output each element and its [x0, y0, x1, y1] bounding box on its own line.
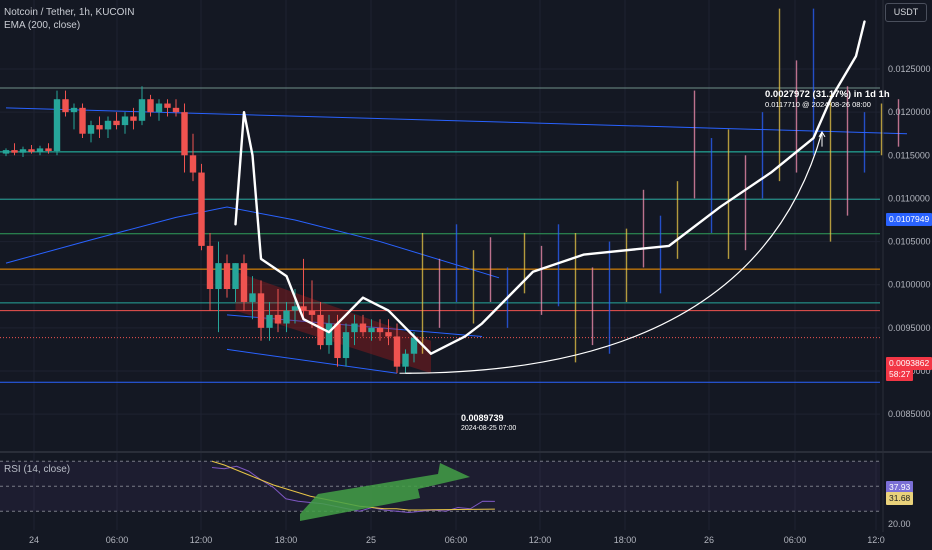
candle-body — [334, 323, 341, 359]
candle-body — [393, 336, 401, 367]
candle-body — [232, 263, 239, 290]
candle-body — [325, 323, 333, 346]
time-tick-label: 06:00 — [106, 535, 129, 545]
time-tick-label: 06:00 — [445, 535, 468, 545]
bullish-arrow — [300, 463, 470, 521]
candle-body — [257, 293, 265, 328]
price-tick-label: 0.0125000 — [888, 64, 931, 74]
candle-body — [11, 150, 18, 153]
candle-body — [410, 337, 418, 354]
candle-body — [147, 99, 154, 113]
price-tick-label: 0.0105000 — [888, 237, 931, 247]
candle-body — [181, 112, 188, 156]
candle-body — [62, 99, 69, 113]
candle-body — [291, 306, 299, 311]
candle-body — [155, 103, 163, 113]
time-tick-label: 12:00 — [190, 535, 213, 545]
candle-body — [130, 116, 137, 121]
rsi-ma-tag: 31.68 — [886, 492, 914, 505]
candle-body — [121, 116, 129, 126]
candle-body — [402, 353, 409, 367]
candle-body — [283, 310, 290, 324]
trendline — [226, 348, 398, 374]
projection-path — [234, 20, 866, 355]
candle-body — [342, 332, 350, 359]
price-tick-label: 0.0085000 — [888, 409, 931, 419]
ema-200-line — [5, 206, 500, 279]
falling-channel-zone — [235, 271, 431, 374]
candle-body — [36, 148, 44, 152]
time-tick-label: 18:00 — [614, 535, 637, 545]
time-tick-label: 18:00 — [275, 535, 298, 545]
time-tick-label: 24 — [29, 535, 39, 545]
candle-body — [317, 314, 324, 346]
projection-drawings — [234, 20, 866, 374]
projection-arc — [405, 131, 823, 374]
candle-body — [249, 293, 256, 302]
candle-body — [164, 103, 171, 108]
candle-body — [223, 263, 231, 290]
last-price-tag: 0.0093862 — [886, 357, 932, 370]
rsi-pane — [0, 460, 880, 521]
candle-body — [70, 107, 78, 113]
rsi-tick-label: 20.00 — [888, 519, 911, 529]
candle-body — [359, 323, 367, 333]
candle-body — [215, 263, 222, 290]
candle-body — [376, 327, 384, 333]
candle-body — [198, 172, 205, 246]
bar-countdown-tag: 58:27 — [886, 368, 914, 381]
price-tick-label: 0.0110000 — [888, 193, 930, 203]
candle-body — [274, 314, 282, 324]
candle-body — [28, 149, 35, 152]
candle-body — [87, 125, 95, 134]
time-tick-label: 12:0 — [867, 535, 885, 545]
price-tick-label: 0.0120000 — [888, 107, 931, 117]
time-tick-label: 12:00 — [529, 535, 552, 545]
candle-body — [172, 107, 180, 113]
low-date-label: 2024-08-25 07:00 — [461, 425, 516, 432]
candle-body — [104, 120, 112, 130]
candle-body — [2, 150, 10, 154]
candle-body — [19, 149, 27, 153]
price-tick-label: 0.0115000 — [888, 150, 930, 160]
time-tick-label: 06:00 — [784, 535, 807, 545]
candle-body — [385, 332, 392, 337]
projected-bars — [421, 8, 900, 363]
currency-button[interactable]: USDT — [885, 3, 927, 22]
projection-sublabel: 0.0117710 @ 2024-08-26 08:00 — [765, 100, 871, 109]
rsi-value-tag: 37.93 — [886, 481, 914, 494]
candles — [2, 86, 418, 374]
candle-body — [113, 120, 120, 126]
ema-indicator-label[interactable]: EMA (200, close) — [4, 20, 81, 31]
candle-body — [266, 314, 273, 328]
candle-body — [351, 323, 358, 333]
candle-body — [45, 148, 52, 151]
horizontal-levels — [0, 87, 880, 383]
price-tick-label: 0.0100000 — [888, 280, 931, 290]
price-tick-label: 0.0095000 — [888, 323, 931, 333]
ema-line — [5, 206, 500, 279]
projection-label: 0.0027972 (31.17%) in 1d 1h — [765, 89, 890, 100]
low-price-label: 0.0089739 — [461, 413, 504, 423]
candle-body — [53, 99, 61, 151]
candle-body — [240, 263, 248, 302]
falling-channel — [235, 271, 431, 374]
candle-body — [96, 125, 103, 130]
candle-body — [189, 155, 197, 173]
candle-body — [79, 107, 86, 134]
symbol-title[interactable]: Notcoin / Tether, 1h, KUCOIN — [4, 7, 135, 18]
candle-body — [368, 327, 375, 333]
candle-body — [308, 310, 316, 315]
candle-body — [206, 245, 214, 290]
trendline — [5, 107, 908, 135]
measure-arrow — [818, 130, 826, 138]
candle-body — [300, 306, 307, 311]
time-tick-label: 26 — [704, 535, 714, 545]
ema-price-tag: 0.0107949 — [886, 213, 932, 226]
candle-body — [138, 99, 146, 121]
rsi-indicator-label[interactable]: RSI (14, close) — [4, 464, 71, 475]
time-tick-label: 25 — [366, 535, 376, 545]
